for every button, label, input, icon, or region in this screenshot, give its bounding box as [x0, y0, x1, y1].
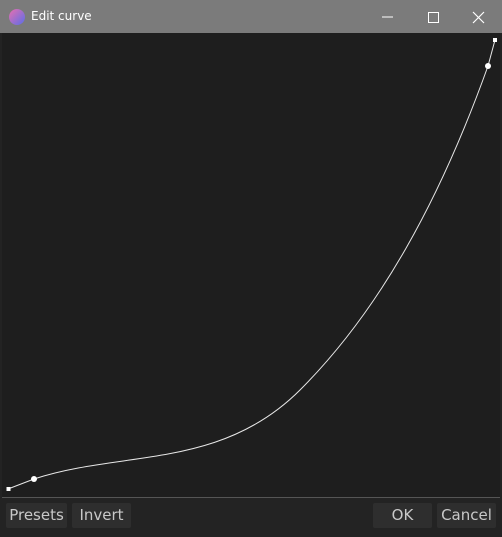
control-point[interactable]: [6, 487, 11, 491]
maximize[interactable]: [428, 12, 439, 23]
cancel-button[interactable]: Cancel: [437, 503, 496, 528]
curve: [7, 39, 496, 490]
app-icon: [9, 9, 25, 25]
curve-editor[interactable]: [2, 33, 500, 497]
separator: [2, 497, 500, 498]
invert-button[interactable]: Invert: [72, 503, 131, 528]
title-icons: [9, 9, 485, 25]
close[interactable]: [472, 11, 485, 24]
title-bar: Edit curve: [0, 0, 502, 33]
ok-button[interactable]: OK: [373, 503, 432, 528]
curve-canvas[interactable]: [2, 33, 500, 497]
control-point[interactable]: [31, 476, 37, 482]
window-title: Edit curve: [31, 9, 92, 23]
control-point[interactable]: [485, 63, 491, 69]
presets-button[interactable]: Presets: [6, 503, 67, 528]
control-point[interactable]: [493, 38, 497, 42]
